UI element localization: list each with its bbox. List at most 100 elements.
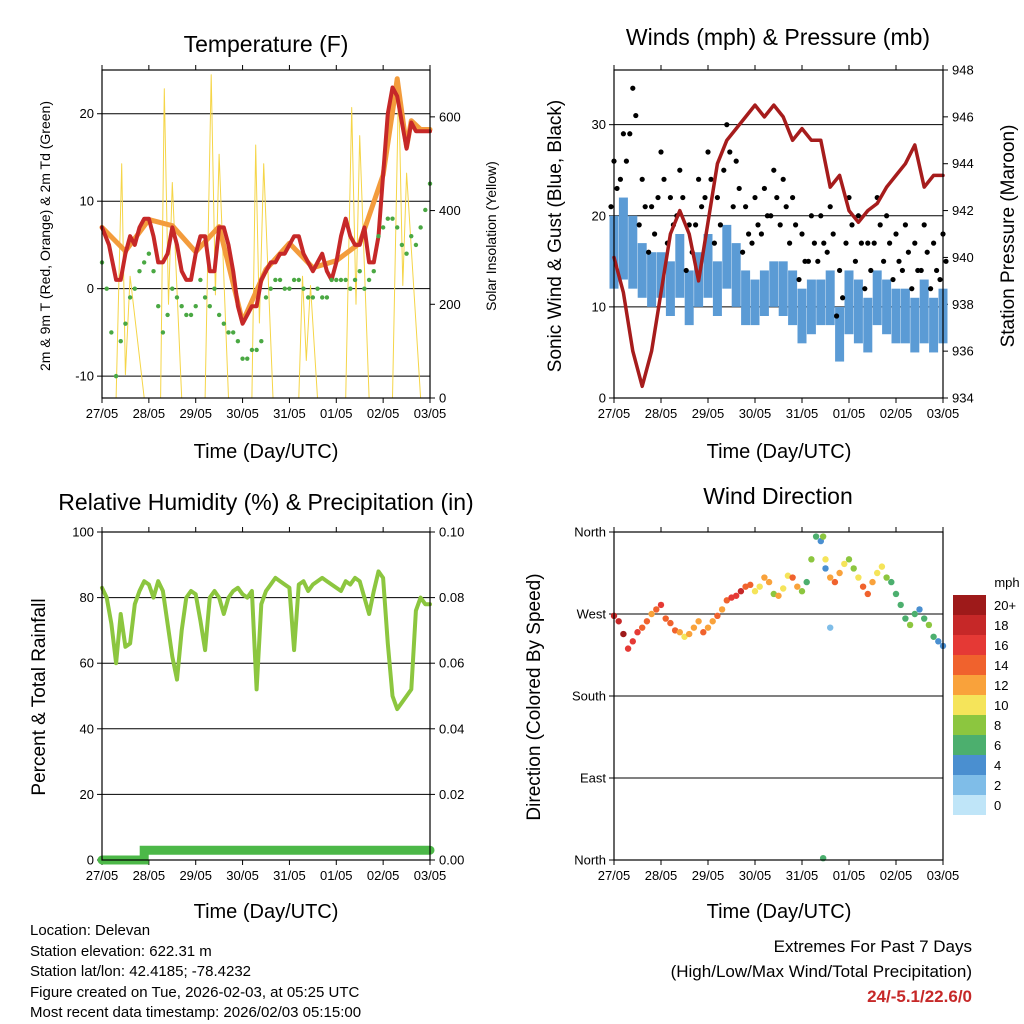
2m-td-point [329,277,334,283]
gust-point [658,149,664,155]
direction-point [624,645,632,652]
x-tick-label: 28/05 [645,868,678,883]
gust-point [834,313,840,319]
wind-bar [929,297,939,353]
gust-point [815,258,821,264]
x-tick-label: 30/05 [739,406,772,421]
gust-point [862,286,868,292]
wind-bar [750,279,760,326]
colorbar-swatch [953,755,986,775]
gust-point [752,194,758,201]
y-tick-label: 20 [80,106,94,121]
2m-td-point [301,286,306,291]
direction-point [888,578,895,586]
temperature-xlabel: Time (Day/UTC) [194,441,339,463]
y2-tick-label: 0.00 [439,853,464,868]
winds-xlabel: Time (Day/UTC) [707,441,852,463]
winds-plot-area: 0 10 20 30 934 936 938 940 942 944 946 948 27/05 28/0… [592,63,974,422]
gust-point [696,176,702,182]
wind-bar [628,215,638,289]
colorbar-swatch [953,775,986,795]
gust-point [639,176,645,182]
2m-td-point [338,277,344,283]
y-tick-label: South [572,689,606,704]
2m-td-point [235,338,241,344]
temperature-y2label: Solar Insolation (Yellow) [483,161,499,311]
direction-point [850,565,857,572]
gust-point [855,213,862,219]
direction-point [902,615,909,622]
elevation-text: Station elevation: 622.31 m [30,942,212,960]
humidity-panel: Relative Humidity (%) & Precipitation (i… [29,489,474,923]
colorbar-level: 14 [994,658,1008,673]
wind-bar [853,279,863,344]
2m-td-point [362,286,367,291]
colorbar-level: 10 [994,698,1008,713]
gust-point [799,231,805,237]
direction-point [648,610,655,618]
direction-point [822,556,829,563]
y2-tick-label: 938 [952,297,974,312]
gust-point [909,286,915,292]
2m-td-point [170,286,175,291]
colorbar-swatch [953,715,986,735]
2m-td-point [221,321,227,326]
direction-point [789,574,796,581]
gust-point [793,222,799,228]
direction-point [935,638,942,645]
y2-tick-label: 0.02 [439,787,464,802]
wind-bar [816,279,826,326]
direction-point [780,585,787,592]
gust-point [808,213,815,219]
2m-td-point [380,225,386,230]
y-tick-label: 20 [592,208,606,223]
direction-point [808,556,815,563]
wind-bar [835,306,845,362]
plot-frame [613,69,944,399]
y-tick-label: 30 [592,117,606,132]
colorbar-level: 16 [994,638,1008,653]
direction-point [864,590,871,598]
gust-point [736,185,742,192]
gust-point [858,240,865,246]
gust-point [711,240,718,246]
y-tick-label: 10 [592,299,606,314]
gust-point [902,222,909,228]
gust-point [893,231,899,237]
2m-td-point [245,356,250,361]
y-tick-label: East [580,771,606,786]
gust-point [680,194,686,201]
gust-point [620,131,627,137]
pressure-line [612,103,945,389]
gust-point [642,204,648,210]
colorbar-swatch [953,595,986,615]
direction-point [827,574,834,581]
gust-point [871,240,877,246]
wind-bar [900,288,910,344]
2m-td-point [418,225,423,230]
location-text: Location: Delevan [30,922,151,939]
gust-point [924,249,930,255]
wind-bar [788,270,798,326]
2m-td-point [390,216,395,221]
colorbar-label: mph [994,575,1019,590]
direction-point [639,624,646,631]
gust-point [865,240,871,246]
wind-bar [647,252,657,307]
direction-point [798,588,806,595]
gust-point [761,185,768,192]
direction-point [812,533,820,540]
2m-td-point [273,277,278,283]
2m-td-point [202,295,208,300]
humidity-title: Relative Humidity (%) & Precipitation (i… [58,489,473,515]
2m-td-point [212,286,217,291]
humidity-ylabel: Percent & Total Rainfall [29,598,50,795]
direction-point [831,578,839,586]
2m-td-point [141,260,147,265]
colorbar-level: 18 [994,618,1008,633]
gust-point [896,258,902,264]
direction-point [874,569,881,577]
direction-point [925,621,933,629]
2m-td-point [198,277,203,283]
